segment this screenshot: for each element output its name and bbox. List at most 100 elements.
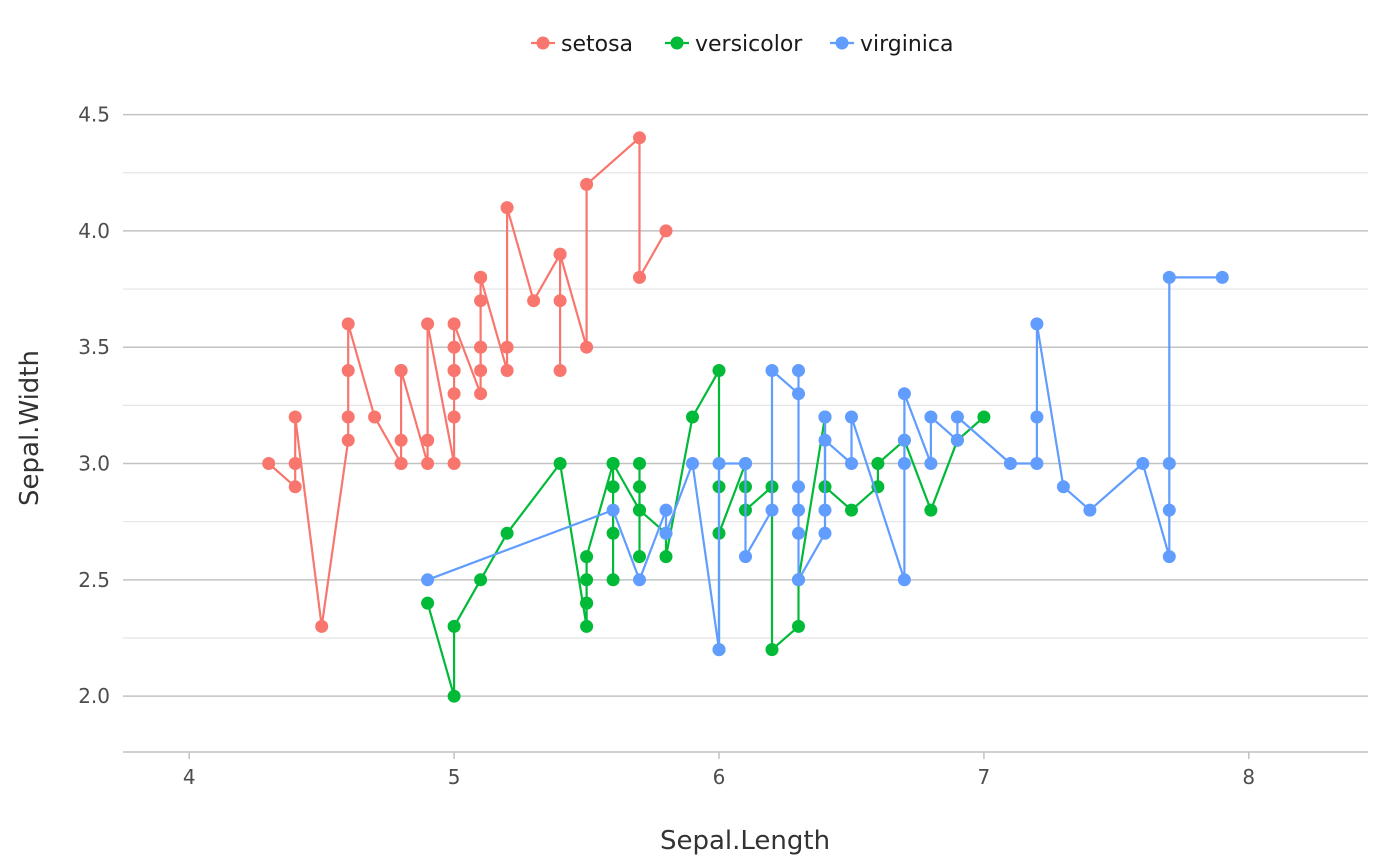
data-point <box>421 596 435 610</box>
data-point <box>447 619 461 633</box>
data-point <box>633 550 646 564</box>
data-point <box>500 340 514 354</box>
legend-label: versicolor <box>695 32 803 57</box>
data-point <box>845 410 858 424</box>
data-point <box>500 201 514 215</box>
data-point <box>765 503 779 517</box>
x-tick-label: 5 <box>448 765 461 789</box>
data-point <box>553 457 567 470</box>
data-point <box>606 457 620 470</box>
data-point <box>686 410 699 424</box>
legend-key-point <box>536 36 550 50</box>
data-point <box>580 573 594 587</box>
data-point <box>739 457 752 470</box>
data-point <box>421 457 435 470</box>
data-point <box>659 224 673 238</box>
legend-item-setosa: setosa <box>531 32 633 57</box>
data-point <box>712 364 726 377</box>
data-point <box>447 387 461 401</box>
data-point <box>474 294 488 308</box>
data-point <box>633 270 646 284</box>
data-point <box>553 247 567 261</box>
data-point <box>633 573 646 587</box>
y-tick-label: 2.5 <box>78 568 110 592</box>
data-point <box>1056 480 1070 494</box>
legend: setosa versicolor virginica <box>531 32 954 57</box>
data-point <box>580 596 594 610</box>
data-point <box>474 387 488 401</box>
data-point <box>897 387 911 401</box>
data-point <box>686 457 699 470</box>
data-point <box>527 294 541 308</box>
data-point <box>421 573 435 587</box>
data-point <box>924 503 938 517</box>
data-point <box>606 526 620 540</box>
data-point <box>765 643 779 657</box>
data-point <box>633 503 646 517</box>
data-point <box>368 410 382 424</box>
data-point <box>659 526 673 540</box>
data-point <box>897 433 911 447</box>
data-point <box>977 410 991 424</box>
x-tick-label: 6 <box>713 765 726 789</box>
data-point <box>845 457 858 470</box>
data-point <box>924 410 938 424</box>
data-point <box>474 573 488 587</box>
data-point <box>421 317 435 331</box>
y-axis-title: Sepal.Width <box>15 350 45 506</box>
y-tick-label: 4.5 <box>78 103 110 127</box>
data-point <box>1030 457 1044 470</box>
series-setosa <box>262 131 673 633</box>
data-point <box>845 503 858 517</box>
y-tick-label: 2.0 <box>78 684 110 708</box>
data-point <box>447 364 461 377</box>
data-point <box>1162 503 1176 517</box>
data-point <box>792 573 805 587</box>
data-point <box>950 433 964 447</box>
data-point <box>765 364 779 377</box>
data-point <box>580 177 594 191</box>
y-tick-label: 3.0 <box>78 452 110 476</box>
data-point <box>394 433 408 447</box>
legend-key-point <box>835 36 849 50</box>
data-point <box>447 410 461 424</box>
data-point <box>1162 457 1176 470</box>
data-point <box>897 457 911 470</box>
y-tick-label: 4.0 <box>78 219 110 243</box>
x-axis-ticks: 4 5 6 7 8 <box>183 752 1255 789</box>
data-point <box>924 457 938 470</box>
data-point <box>633 131 646 145</box>
data-point <box>1003 457 1017 470</box>
data-point <box>712 457 726 470</box>
data-point <box>500 526 514 540</box>
data-point <box>394 364 408 377</box>
data-point <box>447 317 461 331</box>
data-point <box>315 619 329 633</box>
x-tick-label: 7 <box>978 765 991 789</box>
data-point <box>474 364 488 377</box>
data-point <box>633 480 646 494</box>
data-point <box>580 619 594 633</box>
data-point <box>712 643 726 657</box>
data-point <box>1030 317 1044 331</box>
data-point <box>262 457 276 470</box>
data-point <box>421 433 435 447</box>
data-point <box>659 503 673 517</box>
data-point <box>1083 503 1097 517</box>
series-line-setosa <box>267 136 667 628</box>
data-point <box>950 410 964 424</box>
data-point <box>580 340 594 354</box>
data-point <box>447 689 461 703</box>
data-point <box>447 340 461 354</box>
data-point <box>1136 457 1150 470</box>
data-point <box>553 364 567 377</box>
legend-item-versicolor: versicolor <box>665 32 803 57</box>
data-point <box>341 410 355 424</box>
data-point <box>1162 550 1176 564</box>
data-point <box>606 573 620 587</box>
x-tick-label: 4 <box>183 765 196 789</box>
legend-key-point <box>670 36 684 50</box>
data-point <box>580 550 594 564</box>
data-point <box>553 294 567 308</box>
data-point <box>871 457 885 470</box>
